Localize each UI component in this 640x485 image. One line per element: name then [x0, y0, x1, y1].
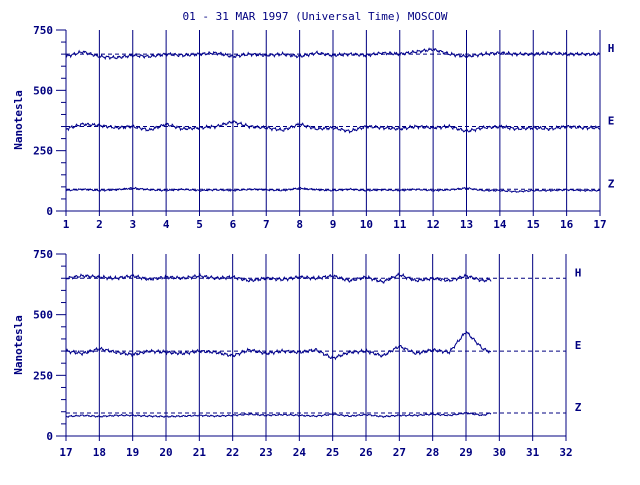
series-label-h: H — [575, 266, 582, 279]
chart-title: 01 - 31 MAR 1997 (Universal Time) MOSCOW — [183, 10, 448, 23]
series-trace-z — [65, 411, 492, 419]
x-tick-label: 24 — [293, 446, 307, 459]
y-tick-label: 250 — [33, 369, 53, 382]
y-tick-label: 0 — [46, 205, 53, 218]
x-tick-label: 12 — [427, 218, 440, 231]
series-label-h: H — [608, 42, 615, 55]
x-tick-label: 17 — [59, 446, 72, 459]
x-tick-label: 9 — [330, 218, 337, 231]
x-tick-label: 20 — [159, 446, 172, 459]
series-trace-h — [65, 272, 492, 284]
x-tick-label: 4 — [163, 218, 170, 231]
series-trace-z — [65, 186, 601, 193]
series-label-e: E — [608, 115, 615, 128]
y-tick-label: 0 — [46, 430, 53, 443]
panel-mar-17-32: 17 18 19 20 21 22 23 24 25 26 27 28 29 30 31 32 0 250 500 7… — [12, 248, 582, 459]
x-tick-label: 11 — [393, 218, 407, 231]
x-tick-label: 14 — [493, 218, 507, 231]
y-axis-label: Nanotesla — [12, 315, 25, 375]
x-tick-label: 6 — [230, 218, 237, 231]
series-trace-e — [65, 330, 491, 361]
x-tick-label: 19 — [126, 446, 139, 459]
x-tick-label: 5 — [196, 218, 203, 231]
y-tick-label: 750 — [33, 24, 53, 37]
x-tick-label: 21 — [193, 446, 207, 459]
y-tick-label: 500 — [33, 84, 53, 97]
x-tick-label: 25 — [326, 446, 339, 459]
x-tick-label: 1 — [63, 218, 70, 231]
x-tick-label: 28 — [426, 446, 439, 459]
series-trace-e — [65, 120, 601, 134]
x-tick-label: 10 — [360, 218, 373, 231]
x-tick-label: 7 — [263, 218, 270, 231]
series-label-z: Z — [608, 177, 615, 190]
x-tick-label: 18 — [93, 446, 106, 459]
y-tick-label: 250 — [33, 145, 53, 158]
y-tick-label: 500 — [33, 309, 53, 322]
x-tick-label: 31 — [526, 446, 540, 459]
x-tick-label: 22 — [226, 446, 239, 459]
y-axis-label: Nanotesla — [12, 90, 25, 150]
series-label-e: E — [575, 339, 582, 352]
x-tick-label: 8 — [296, 218, 303, 231]
x-tick-label: 32 — [559, 446, 572, 459]
x-tick-label: 23 — [259, 446, 272, 459]
x-tick-label: 13 — [460, 218, 473, 231]
x-tick-label: 29 — [459, 446, 472, 459]
x-tick-label: 17 — [593, 218, 606, 231]
x-tick-label: 15 — [527, 218, 540, 231]
x-tick-label: 2 — [96, 218, 103, 231]
x-tick-label: 30 — [493, 446, 506, 459]
panel-mar-01-17: 1 2 3 4 5 6 7 8 9 10 11 12 13 14 15 16 170250500750Nanot… — [12, 24, 615, 231]
x-tick-label: 3 — [129, 218, 136, 231]
series-label-z: Z — [575, 401, 582, 414]
x-tick-label: 27 — [393, 446, 406, 459]
y-tick-label: 750 — [33, 248, 53, 261]
series-trace-h — [65, 47, 601, 61]
x-tick-label: 26 — [359, 446, 373, 459]
x-tick-label: 16 — [560, 218, 574, 231]
